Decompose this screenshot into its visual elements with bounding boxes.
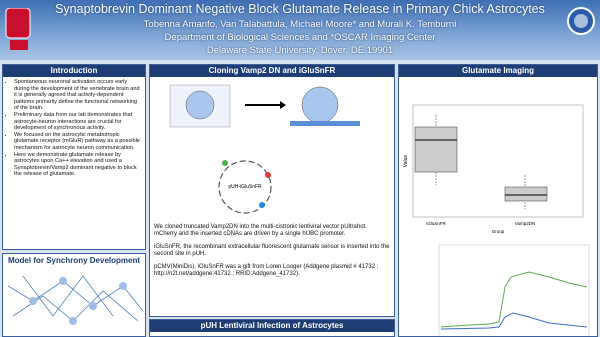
section-heading: Cloning Vamp2 DN and iGluSnFR (150, 65, 394, 77)
section-heading: Model for Synchrony Development (3, 254, 145, 266)
section-heading: Glutamate Imaging (399, 65, 597, 77)
introduction-panel: Introduction Spontaneous neuronal activa… (2, 64, 146, 250)
group-label: Vamp2DN (515, 221, 535, 226)
nsf-logo (567, 7, 595, 35)
lentiviral-panel: pUH Lentiviral Infection of Astrocytes (149, 319, 395, 337)
university: Delaware State University, Dover, DE 199… (206, 45, 394, 56)
section-heading: pUH Lentiviral Infection of Astrocytes (150, 320, 394, 332)
title: Synaptobrevin Dominant Negative Block Gl… (55, 2, 545, 16)
model-figure (7, 275, 144, 325)
bullet-list: Spontaneous neuronal activation occurs e… (7, 79, 141, 178)
bullet: Spontaneous neuronal activation occurs e… (14, 79, 141, 112)
cloning-figure: pUH-iGluSnFR (169, 84, 360, 214)
y-axis-title: Value (403, 155, 409, 168)
dsu-logo (5, 8, 31, 50)
bullet: We focused on the astrocytic metabotropi… (14, 132, 141, 152)
x-axis-title: Group (492, 229, 505, 234)
cloning-panel: Cloning Vamp2 DN and iGluSnFR pUH-iGluSn… (149, 64, 395, 317)
model-panel: Model for Synchrony Development (2, 253, 146, 337)
paragraph: We cloned truncated Vamp2DN into the mul… (154, 224, 367, 238)
paragraph: iGluSnFR, the recombinant extracellular … (154, 243, 390, 258)
department: Department of Biological Sciences and *O… (164, 32, 436, 43)
header: Synaptobrevin Dominant Negative Block Gl… (0, 0, 600, 60)
paragraph: pCMV(MiniDis). iGluSnFR was a gift from … (154, 263, 379, 278)
bullet: Preliminary data from our lab demonstrat… (14, 112, 141, 132)
group-label: iGluSnFR (426, 221, 446, 226)
plasmid-label: pUH-iGluSnFR (228, 184, 262, 190)
imaging-figures: Value iGluSnFR Vamp2DN Group (403, 104, 590, 336)
authors: Tobenna Amanfo, Van Talabattula, Michael… (143, 19, 457, 30)
bullet: Here we demonstrate glutamate release by… (14, 152, 141, 178)
imaging-panel: Glutamate Imaging Value iGluSnFR Vamp2DN… (398, 64, 598, 337)
section-heading: Introduction (3, 65, 145, 77)
